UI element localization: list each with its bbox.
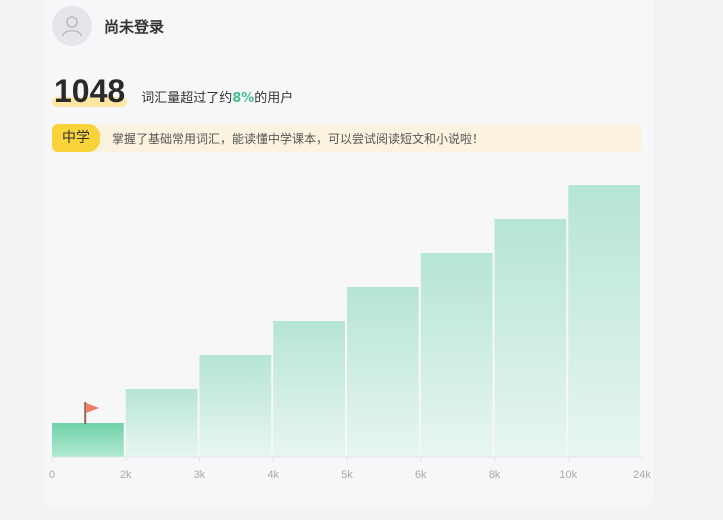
flag-icon (84, 402, 100, 424)
chart-bar (568, 185, 640, 457)
user-icon (62, 16, 82, 37)
x-tick-label: 24k (633, 469, 651, 481)
x-tick-label: 8k (489, 469, 501, 481)
chart-bar (494, 219, 567, 457)
chart-bar (273, 321, 345, 457)
level-badge: 中学 (52, 124, 100, 152)
chart-bar (347, 287, 419, 457)
username[interactable]: 尚未登录 (104, 17, 165, 36)
chart-bar (420, 253, 493, 457)
x-tick-label: 3k (194, 469, 206, 481)
x-tick-label: 5k (341, 469, 353, 481)
vocab-level-chart: 0 2k 3k 4k 5k 6k 8k 10k 24k (49, 185, 651, 481)
x-tick-label: 4k (267, 469, 279, 481)
percentile-text: 词汇量超过了约8%的用户 (141, 87, 293, 110)
chart-bar (199, 355, 272, 457)
vocab-count: 1048 (54, 73, 126, 109)
percentile-text-before: 词汇量超过了约 (141, 91, 233, 106)
level-description: 掌握了基础常用词汇，能读懂中学课本，可以尝试阅读短文和小说啦！ (112, 131, 485, 146)
avatar[interactable] (52, 6, 92, 46)
chart-bar (52, 423, 124, 457)
percentile-value: 8% (232, 91, 255, 106)
x-tick-label: 6k (415, 469, 427, 481)
percentile-text-after: 的用户 (254, 91, 294, 106)
vocab-card: 尚未登录 1048 词汇量超过了约8%的用户 中学 掌握了基础常用词汇，能读懂中… (44, 0, 653, 508)
vocab-stats: 1048 词汇量超过了约8%的用户 (52, 72, 293, 110)
vocab-count-wrap: 1048 (52, 72, 128, 110)
user-row[interactable]: 尚未登录 (52, 6, 164, 46)
count-highlight (52, 97, 128, 107)
x-tick-label: 0 (49, 469, 55, 481)
x-tick-label: 10k (559, 469, 577, 481)
chart-bar (125, 389, 198, 457)
x-tick-label: 2k (120, 469, 132, 481)
level-banner: 中学 掌握了基础常用词汇，能读懂中学课本，可以尝试阅读短文和小说啦！ (52, 124, 642, 152)
